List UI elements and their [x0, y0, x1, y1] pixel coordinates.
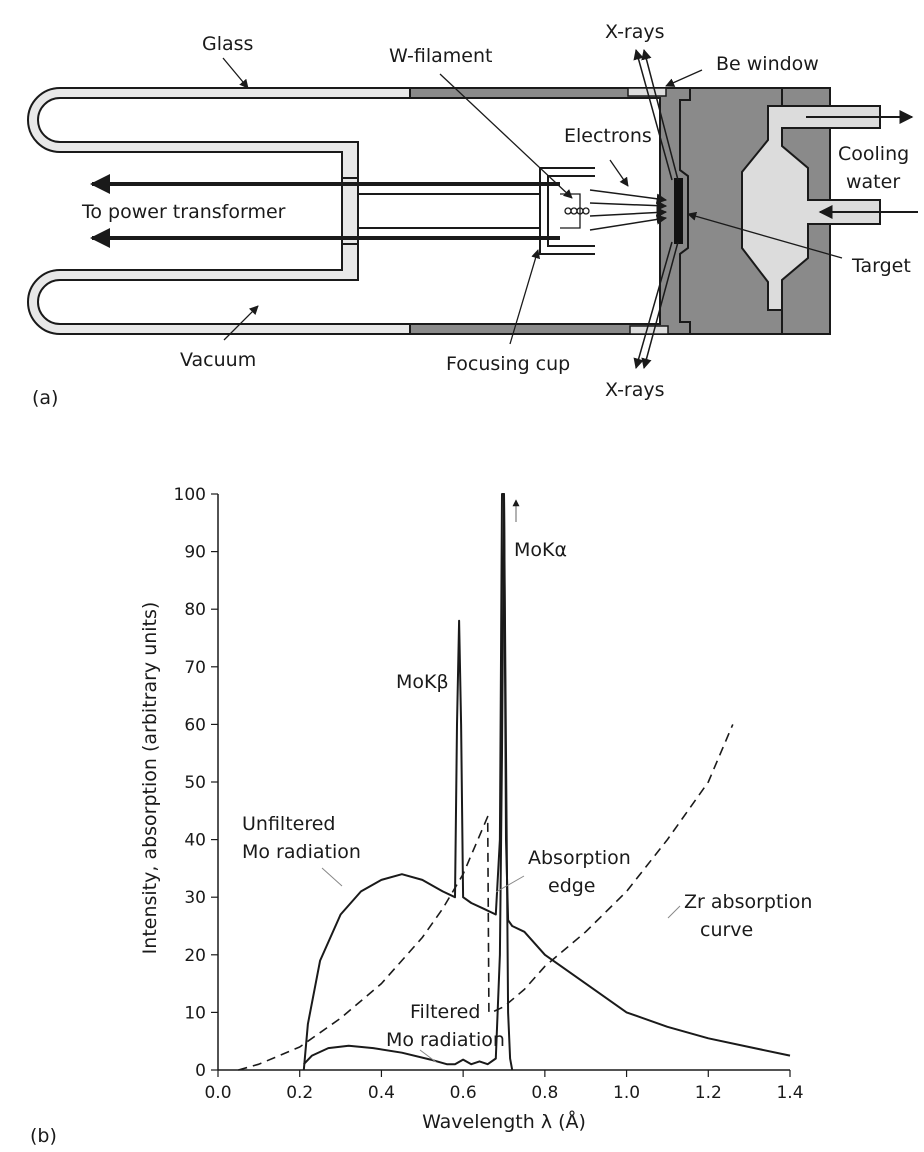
- x-tick-label: 0.4: [368, 1083, 395, 1103]
- x-ticks: 0.0 0.2 0.4 0.6 0.8 1.0 1.2 1.4: [204, 1070, 804, 1103]
- x-tick-label: 0.0: [204, 1083, 231, 1103]
- label-be-window: Be window: [716, 53, 819, 75]
- electron-beams: [589, 189, 668, 231]
- y-tick-label: 20: [184, 946, 206, 966]
- w-filament-coil: [560, 193, 590, 229]
- unfiltered-pointer: [321, 867, 343, 887]
- be-window-bottom: [629, 325, 669, 335]
- y-tick-label: 60: [184, 715, 206, 735]
- label-electrons: Electrons: [564, 125, 652, 147]
- label-cooling-water-2: water: [846, 171, 900, 193]
- label-glass: Glass: [202, 33, 253, 55]
- annotation-mokbeta: MoKβ: [396, 671, 449, 693]
- filtered-mo-radiation-line: [303, 493, 514, 1071]
- annotation-absorption-1: Absorption: [528, 847, 631, 869]
- label-xrays-top: X-rays: [605, 21, 665, 43]
- pointer-be-window: [665, 69, 703, 87]
- label-w-filament: W-filament: [389, 45, 492, 67]
- annotation-filtered-2: Mo radiation: [386, 1029, 505, 1051]
- x-tick-label: 0.8: [531, 1083, 558, 1103]
- zr-absorption-curve-line: [238, 724, 734, 1071]
- y-tick-label: 0: [195, 1061, 206, 1081]
- y-tick-label: 90: [184, 543, 206, 563]
- annotation-mokalpha: MoKα: [514, 539, 567, 561]
- label-target: Target: [851, 255, 911, 277]
- xray-beam-top: [633, 48, 679, 181]
- pointer-electrons: [609, 159, 629, 187]
- glass-envelope-upper: [27, 87, 411, 179]
- xray-beam-bottom: [633, 241, 679, 370]
- label-focusing-cup: Focusing cup: [446, 353, 570, 375]
- x-tick-label: 0.6: [450, 1083, 477, 1103]
- x-tick-label: 1.0: [613, 1083, 640, 1103]
- pointer-w-filament: [439, 73, 573, 199]
- panel-b-label: (b): [30, 1125, 57, 1147]
- annotation-absorption-2: edge: [548, 875, 596, 897]
- label-cooling-water-1: Cooling: [838, 143, 909, 165]
- xray-tube-diagram: Glass W-filament X-rays Be window Electr…: [27, 21, 918, 409]
- target: [674, 178, 683, 244]
- label-power-transformer: To power transformer: [81, 201, 286, 223]
- unfiltered-mo-radiation-line: [302, 493, 791, 1071]
- y-tick-label: 30: [184, 888, 206, 908]
- y-tick-label: 50: [184, 773, 206, 793]
- y-tick-label: 100: [174, 485, 206, 505]
- pointer-vacuum: [223, 305, 259, 341]
- y-tick-label: 70: [184, 658, 206, 678]
- x-axis-label: Wavelength λ (Å): [422, 1110, 586, 1133]
- y-tick-label: 80: [184, 600, 206, 620]
- y-tick-label: 40: [184, 831, 206, 851]
- annotation-filtered-1: Filtered: [410, 1001, 480, 1023]
- annotation-zr-1: Zr absorption: [684, 891, 812, 913]
- y-ticks: 0 10 20 30 40 50 60 70 80 90 100: [174, 485, 218, 1081]
- absorption-pointer: [495, 875, 525, 893]
- pointer-focusing-cup: [509, 249, 541, 345]
- y-tick-label: 10: [184, 1003, 206, 1023]
- panel-a-label: (a): [32, 387, 58, 409]
- label-vacuum: Vacuum: [180, 349, 256, 371]
- glass-stem: [341, 177, 540, 245]
- annotation-zr-2: curve: [700, 919, 753, 941]
- pointer-target: [687, 211, 843, 259]
- label-xrays-bottom: X-rays: [605, 379, 665, 401]
- series-group: [238, 493, 791, 1071]
- y-axis-label: Intensity, absorption (arbitrary units): [139, 602, 161, 955]
- annotation-unfiltered-1: Unfiltered: [242, 813, 335, 835]
- x-tick-label: 1.4: [776, 1083, 803, 1103]
- focusing-cup: [539, 167, 595, 255]
- zr-pointer: [667, 905, 681, 919]
- x-tick-label: 1.2: [695, 1083, 722, 1103]
- x-tick-label: 0.2: [286, 1083, 313, 1103]
- spectrum-chart: 0 10 20 30 40 50 60 70 80 90 100 0.0 0.2 0.4 0.6 0.8 1.…: [30, 485, 812, 1147]
- annotation-unfiltered-2: Mo radiation: [242, 841, 361, 863]
- glass-envelope-lower: [27, 243, 411, 335]
- filtered-pointer: [419, 1049, 437, 1063]
- pointer-glass: [222, 57, 249, 89]
- cooling-water-channel: [741, 105, 881, 311]
